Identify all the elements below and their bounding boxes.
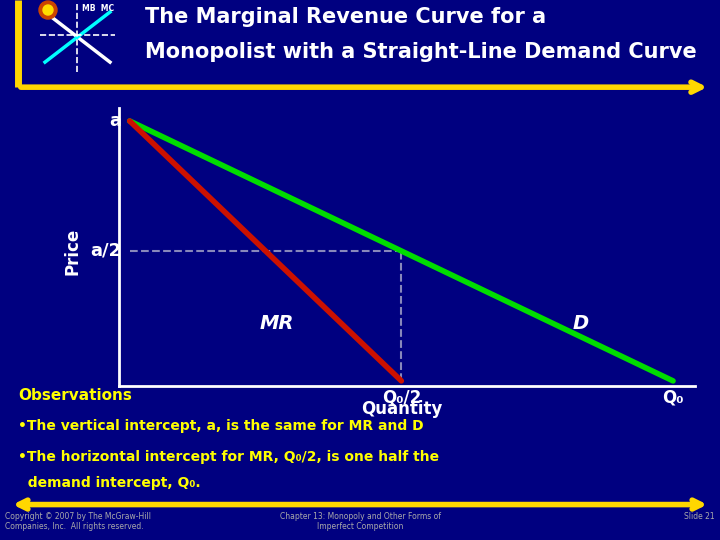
Circle shape [43,5,53,15]
Text: •The horizontal intercept for MR, Q₀/2, is one half the: •The horizontal intercept for MR, Q₀/2, … [18,450,439,464]
Text: D: D [572,314,589,333]
Text: Copyright © 2007 by The McGraw-Hill
Companies, Inc.  All rights reserved.: Copyright © 2007 by The McGraw-Hill Comp… [5,512,151,531]
Text: Chapter 13: Monopoly and Other Forms of
Imperfect Competition: Chapter 13: Monopoly and Other Forms of … [279,512,441,531]
Circle shape [39,1,57,19]
Text: MR: MR [259,314,294,333]
Text: •The vertical intercept, a, is the same for MR and D: •The vertical intercept, a, is the same … [18,419,423,433]
Text: Q₀/2: Q₀/2 [382,389,421,407]
Text: Observations: Observations [18,388,132,403]
Text: Slide 21: Slide 21 [685,512,715,521]
Text: Quantity: Quantity [361,400,442,418]
Text: a/2: a/2 [91,242,122,260]
Text: demand intercept, Q₀.: demand intercept, Q₀. [18,476,201,490]
Text: Q₀: Q₀ [662,389,684,407]
Text: Monopolist with a Straight-Line Demand Curve: Monopolist with a Straight-Line Demand C… [145,42,697,62]
Text: MB  MC: MB MC [82,4,114,13]
Text: The Marginal Revenue Curve for a: The Marginal Revenue Curve for a [145,7,546,27]
Text: a: a [109,112,122,130]
Text: Price: Price [63,227,81,274]
